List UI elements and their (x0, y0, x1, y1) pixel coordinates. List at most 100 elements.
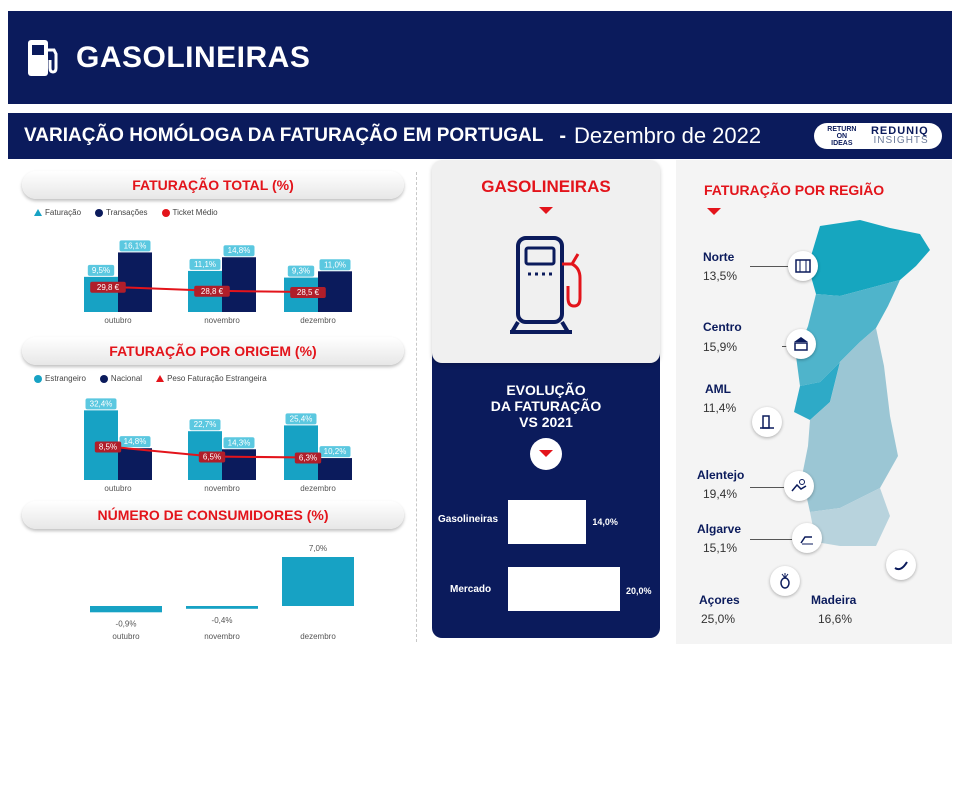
data-label: 11,0% (324, 260, 346, 269)
region-name-aml: AML (705, 382, 731, 396)
chart1-title: FATURAÇÃO TOTAL (%) (22, 171, 404, 199)
chart1-legend: Faturação Transações Ticket Médio (34, 208, 218, 217)
region-name-alentejo: Alentejo (697, 468, 745, 482)
data-label: 22,7% (194, 420, 217, 429)
hbar-label: Mercado (450, 584, 492, 595)
dot-icon (99, 374, 108, 383)
data-label: 25,4% (290, 414, 313, 423)
region-name-norte: Norte (703, 250, 735, 264)
data-label-bg (319, 259, 351, 271)
data-label-bg (223, 245, 255, 257)
bar (222, 449, 256, 480)
region-value-madeira: 16,6% (818, 612, 853, 626)
return-on-ideas-logo: RETURN ON IDEAS (827, 125, 857, 147)
data-label: 32,4% (90, 399, 113, 408)
pineapple-icon (770, 566, 800, 596)
gas-card: GASOLINEIRAS (432, 160, 660, 363)
beach-chair-icon (792, 523, 822, 553)
data-label-bg (119, 240, 151, 252)
dot-icon (161, 208, 170, 217)
data-label-bg (223, 437, 255, 449)
data-label-bg (285, 413, 317, 425)
gas-pump-icon (510, 236, 582, 334)
data-label: 11,1% (194, 260, 216, 269)
legend-item: Ticket Médio (161, 208, 218, 217)
subheader-separator: - (559, 124, 566, 147)
line-label-bg (198, 451, 226, 463)
line-label: 28,5 € (297, 288, 320, 297)
tick-label: novembro (204, 484, 240, 493)
region-name-madeira: Madeira (811, 593, 857, 607)
chart2-title: FATURAÇÃO POR ORIGEM (%) (22, 337, 404, 365)
dot-icon (95, 208, 104, 217)
region-value-algarve: 15,1% (703, 541, 738, 555)
hbar (508, 500, 587, 544)
landscape-icon (784, 471, 814, 501)
line-label-bg (90, 281, 126, 293)
region-value-norte: 13,5% (703, 269, 738, 283)
triangle-icon (156, 375, 165, 383)
chart2-plot: 32,4% 14,8% outubro 22,7% 14,3% novembro 25,4%… (84, 398, 352, 493)
subheader: VARIAÇÃO HOMÓLOGA DA FATURAÇÃO EM PORTUG… (8, 113, 952, 159)
legend-item: Nacional (99, 374, 142, 383)
data-label-bg (119, 436, 151, 448)
line-label: 28,8 € (201, 287, 224, 296)
tick-label: dezembro (300, 484, 336, 493)
gas-card-title: GASOLINEIRAS (481, 177, 611, 196)
region-name-centro: Centro (703, 320, 742, 334)
line-label: 8,5% (99, 443, 117, 452)
region-value-alentejo: 19,4% (703, 487, 738, 501)
chart1-plot: 9,5% 16,1% outubro 11,1% 14,8% novembro 9,3% 11… (84, 240, 352, 325)
legend-item: Estrangeiro (34, 374, 86, 383)
region-value-aml: 11,4% (703, 401, 737, 415)
data-label-bg (287, 265, 315, 277)
data-label: 7,0% (309, 544, 327, 553)
line-label-bg (94, 441, 122, 453)
portugal-map (794, 220, 930, 546)
monument-icon (788, 251, 818, 281)
bar (282, 557, 354, 606)
chart2-legend: Estrangeiro Nacional Peso Faturação Estr… (34, 374, 267, 383)
data-label: -0,4% (212, 616, 233, 625)
university-icon (786, 329, 816, 359)
tick-label: outubro (112, 632, 140, 641)
subheader-title: VARIAÇÃO HOMÓLOGA DA FATURAÇÃO EM PORTUG… (24, 125, 544, 146)
subheader-date: Dezembro de 2022 (573, 123, 762, 148)
banana-icon (886, 550, 916, 580)
data-label: 9,3% (292, 267, 310, 276)
tick-label: dezembro (300, 632, 336, 641)
tower-icon (752, 407, 782, 437)
reduniq-insights-logo: REDUNIQ INSIGHTS (870, 125, 929, 146)
data-label: -0,9% (116, 619, 137, 628)
data-label-bg (85, 398, 117, 410)
data-label: 9,5% (92, 266, 110, 275)
line-label-bg (290, 287, 326, 298)
dot-icon (34, 374, 42, 383)
region-name-acores: Açores (699, 593, 740, 607)
data-label: 14,8% (124, 437, 147, 446)
page-title: GASOLINEIRAS (76, 40, 311, 74)
page-header: GASOLINEIRAS (8, 11, 952, 104)
bar (118, 448, 152, 480)
leader-line (750, 487, 784, 488)
region-value-centro: 15,9% (703, 340, 738, 354)
logos: RETURN ON IDEAS REDUNIQ INSIGHTS (814, 123, 942, 149)
bar (222, 257, 256, 312)
legend-item: Faturação (34, 208, 81, 217)
hbar-label: Gasolineiras (438, 514, 499, 525)
arrow-down-icon (539, 207, 553, 214)
data-label-bg (189, 419, 221, 431)
hbar-value: 20,0% (626, 586, 652, 596)
evolution-title: EVOLUÇÃO DA FATURAÇÃO VS 2021 (490, 382, 602, 430)
arrow-down-icon (707, 208, 721, 215)
data-label: 10,2% (324, 447, 347, 456)
chart3-plot: -0,9% outubro -0,4% novembro 7,0% dezembro (90, 544, 354, 641)
chart3-title: NÚMERO DE CONSUMIDORES (%) (22, 501, 404, 529)
tick-label: dezembro (300, 316, 336, 325)
data-label-bg (319, 446, 351, 458)
data-label: 16,1% (124, 241, 147, 250)
line-label-bg (294, 452, 322, 464)
data-label: 14,3% (228, 438, 251, 447)
data-label-bg (189, 258, 221, 270)
tick-label: novembro (204, 316, 240, 325)
